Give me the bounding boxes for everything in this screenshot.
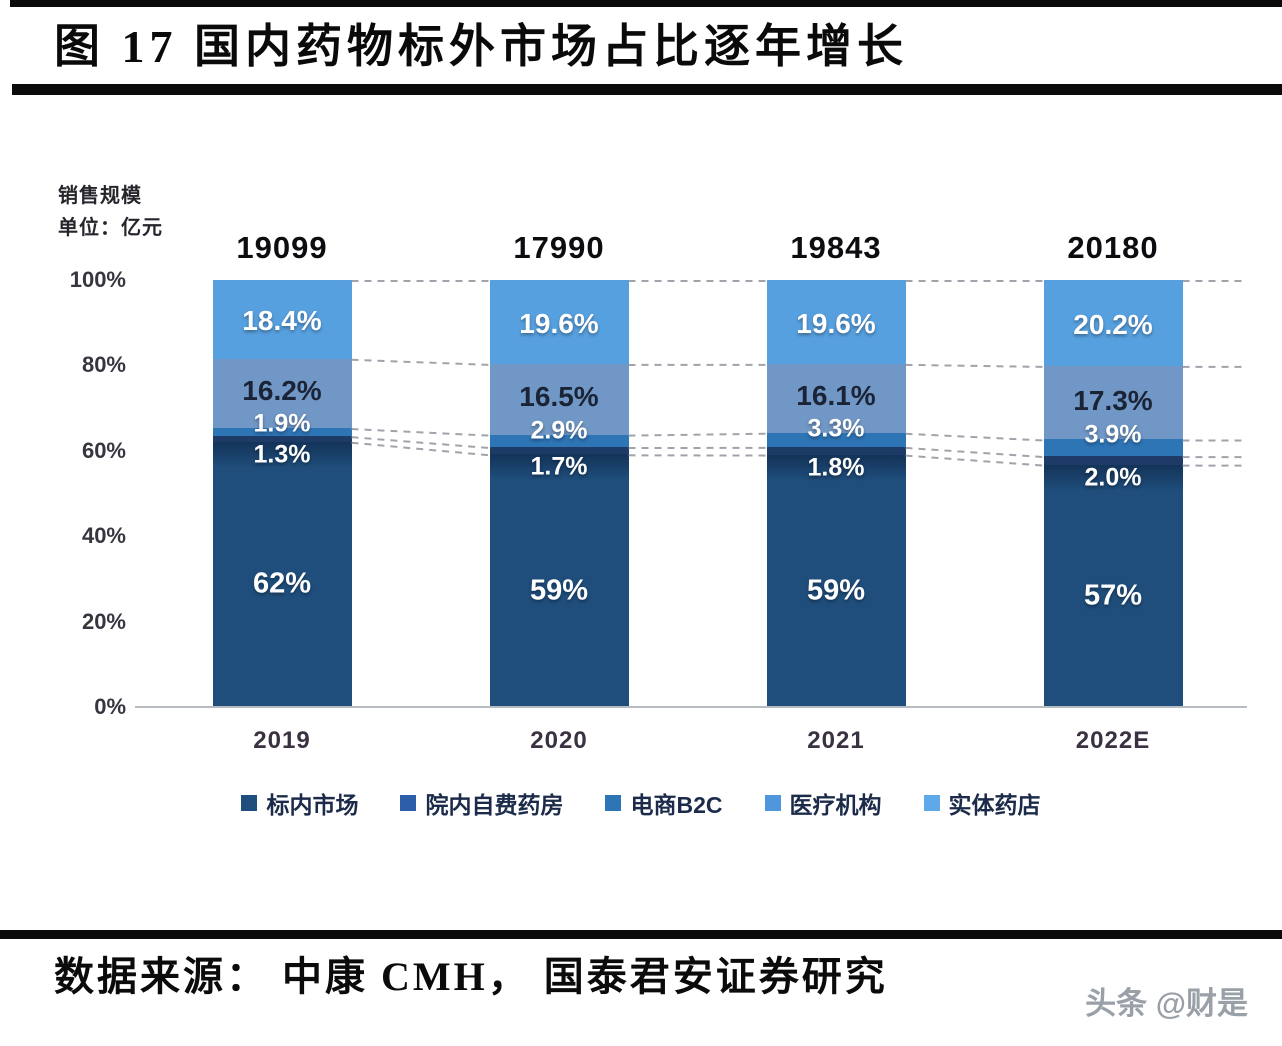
bar-segment-院内自费药房 <box>212 436 352 442</box>
bar-segment-医疗机构 <box>766 363 906 433</box>
bar-segment-电商B2C <box>489 434 629 448</box>
stacked-bar-2022E: 57% 2.0% 3.9% 17.3% 20.2% <box>1043 280 1183 707</box>
bar-total-label: 17990 <box>513 230 605 265</box>
bar-segment-实体药店 <box>489 280 629 364</box>
bar-segment-医疗机构 <box>1043 365 1183 440</box>
bar-segment-实体药店 <box>766 280 906 364</box>
unit-label-line1: 销售规模 <box>58 185 142 207</box>
legend-item-标内市场: 标内市场 <box>241 786 358 820</box>
bar-total-label: 19099 <box>236 230 328 265</box>
legend-label: 院内自费药房 <box>425 792 564 818</box>
bar-segment-电商B2C <box>212 428 352 437</box>
segment-value-label: 57% <box>1083 579 1143 612</box>
segment-value-label: 18.4% <box>242 305 322 337</box>
segment-value-label: 16.1% <box>796 380 876 412</box>
bar-segment-实体药店 <box>1043 280 1183 366</box>
bar-segment-实体药店 <box>212 280 352 359</box>
y-axis-tick-label: 0% <box>94 694 126 719</box>
chart-legend: 标内市场 院内自费药房 电商B2C 医疗机构 实体药店 <box>0 786 1282 820</box>
segment-value-label: 59% <box>529 574 589 607</box>
legend-swatch <box>923 795 940 811</box>
title-divider <box>12 84 1282 95</box>
top-border-bar <box>10 0 1282 7</box>
legend-label: 电商B2C <box>630 792 723 818</box>
y-axis-tick-label: 40% <box>81 523 126 549</box>
legend-item-医疗机构: 医疗机构 <box>764 786 882 820</box>
legend-swatch <box>400 795 417 811</box>
segment-value-label: 19.6% <box>519 307 599 339</box>
segment-value-label: 16.5% <box>519 381 599 413</box>
stacked-bar-2021: 59% 1.8% 3.3% 16.1% 19.6% <box>766 280 906 707</box>
segment-value-label: 1.3% <box>253 440 311 469</box>
segment-value-label: 1.7% <box>530 452 588 481</box>
unit-label-line2: 单位：亿元 <box>58 217 163 239</box>
segment-value-label: 1.9% <box>253 409 311 438</box>
legend-swatch <box>605 795 622 811</box>
bar-segment-院内自费药房 <box>1043 456 1183 465</box>
segment-value-label: 2.0% <box>1084 463 1142 492</box>
stacked-bar-2019: 62% 1.3% 1.9% 16.2% 18.4% <box>212 280 352 707</box>
segment-value-label: 16.2% <box>242 375 322 407</box>
segment-value-label: 2.9% <box>530 416 588 445</box>
bar-segment-标内市场 <box>766 454 906 707</box>
bar-segment-院内自费药房 <box>489 447 629 455</box>
legend-item-实体药店: 实体药店 <box>923 786 1041 820</box>
y-axis-tick-label: 20% <box>81 608 126 634</box>
segment-connector-lines <box>351 280 1247 467</box>
bar-segment-医疗机构 <box>489 363 629 435</box>
y-axis-unit-label: 销售规模 单位：亿元 <box>58 180 163 244</box>
bar-segment-院内自费药房 <box>766 446 906 455</box>
legend-item-院内自费药房: 院内自费药房 <box>400 786 563 820</box>
bar-segment-标内市场 <box>212 441 352 707</box>
bar-segment-标内市场 <box>489 454 629 707</box>
watermark-text: 头条 @财是 <box>1085 986 1248 1021</box>
y-axis-tick-label: 100% <box>69 267 126 292</box>
bar-segment-医疗机构 <box>212 358 352 429</box>
y-axis-tick-label: 60% <box>81 437 126 463</box>
legend-item-电商B2C: 电商B2C <box>605 786 723 820</box>
legend-label: 实体药店 <box>948 792 1041 818</box>
x-axis-category-label: 2021 <box>807 727 865 754</box>
segment-value-label: 59% <box>806 574 866 607</box>
x-axis-line <box>135 706 1247 708</box>
segment-value-label: 20.2% <box>1073 308 1153 340</box>
segment-value-label: 19.6% <box>796 307 876 339</box>
segment-value-label: 1.8% <box>807 453 865 482</box>
legend-swatch <box>764 795 781 811</box>
stacked-bar-2020: 59% 1.7% 2.9% 16.5% 19.6% <box>489 280 629 707</box>
legend-label: 标内市场 <box>266 792 359 818</box>
segment-value-label: 17.3% <box>1073 384 1153 416</box>
bar-segment-电商B2C <box>766 432 906 447</box>
segment-value-label: 62% <box>252 567 312 600</box>
bar-segment-电商B2C <box>1043 439 1183 457</box>
segment-value-label: 3.9% <box>1084 420 1142 449</box>
segment-value-label: 3.3% <box>807 414 865 443</box>
data-source-text: 数据来源： 中康 CMH， 国泰君安证券研究 <box>54 954 888 999</box>
x-axis-category-label: 2022E <box>1075 727 1151 754</box>
y-axis-tick-label: 80% <box>81 352 126 378</box>
x-axis-category-label: 2019 <box>253 727 311 754</box>
footer-divider <box>0 930 1282 939</box>
bar-segment-标内市场 <box>1043 464 1183 707</box>
x-axis-category-label: 2020 <box>530 727 588 754</box>
legend-swatch <box>241 795 258 811</box>
bar-total-label: 20180 <box>1067 230 1159 265</box>
legend-label: 医疗机构 <box>789 792 882 818</box>
figure-title: 图 17 国内药物标外市场占比逐年增长 <box>54 21 908 72</box>
bar-total-label: 19843 <box>790 230 882 265</box>
